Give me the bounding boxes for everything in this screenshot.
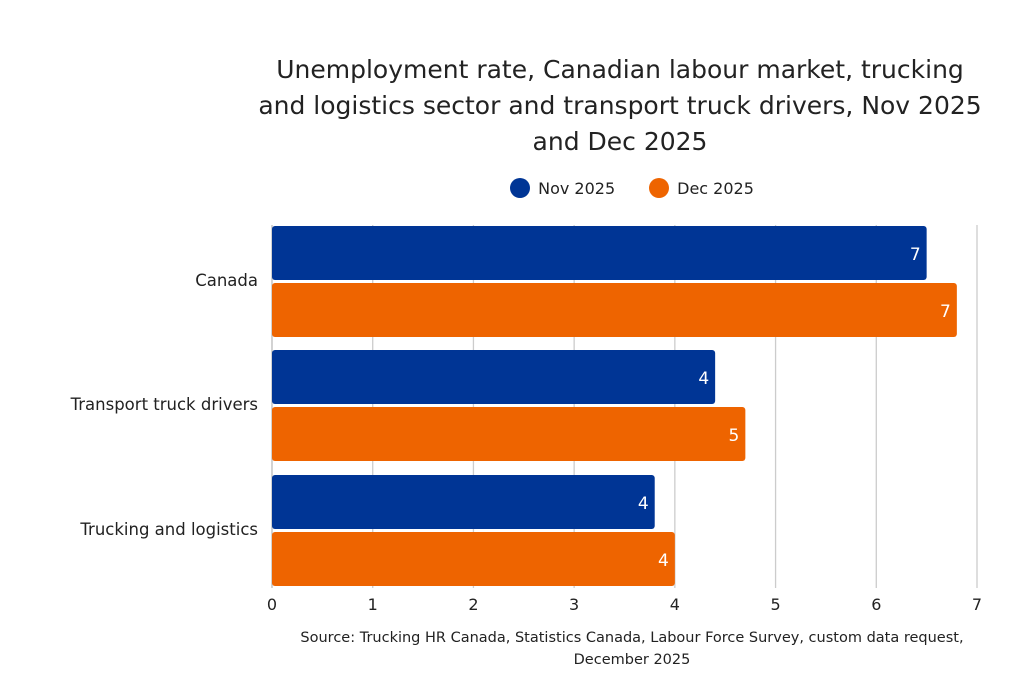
bar: [272, 532, 675, 586]
x-tick-label: 7: [972, 595, 982, 614]
x-tick-label: 1: [368, 595, 378, 614]
data-label: 5: [729, 426, 740, 446]
bar: [272, 226, 927, 280]
data-label: 4: [638, 494, 649, 514]
legend-item-nov: Nov 2025: [510, 178, 615, 198]
x-tick-label: 3: [569, 595, 579, 614]
x-tick-label: 5: [770, 595, 780, 614]
legend-label-dec: Dec 2025: [677, 178, 754, 198]
category-label: Transport truck drivers: [70, 395, 258, 414]
x-tick-label: 6: [871, 595, 881, 614]
data-label: 7: [940, 302, 951, 322]
category-label: Canada: [195, 271, 258, 290]
data-label: 4: [658, 551, 669, 571]
x-tick-label: 4: [670, 595, 680, 614]
bar: [272, 475, 655, 529]
data-label: 7: [910, 245, 921, 265]
category-label: Trucking and logistics: [79, 520, 258, 539]
legend: Nov 2025 Dec 2025: [0, 178, 1024, 198]
data-label: 4: [698, 369, 709, 389]
source-note: Source: Trucking HR Canada, Statistics C…: [300, 630, 964, 668]
chart-title: Unemployment rate, Canadian labour marke…: [258, 55, 982, 156]
bar: [272, 283, 957, 337]
legend-label-nov: Nov 2025: [538, 178, 616, 198]
bar: [272, 407, 746, 461]
legend-item-dec: Dec 2025: [649, 178, 754, 198]
legend-swatch-nov: [510, 178, 531, 198]
x-tick-label: 2: [468, 595, 478, 614]
x-tick-label: 0: [267, 595, 277, 614]
bar: [272, 350, 716, 404]
legend-swatch-dec: [649, 178, 670, 198]
